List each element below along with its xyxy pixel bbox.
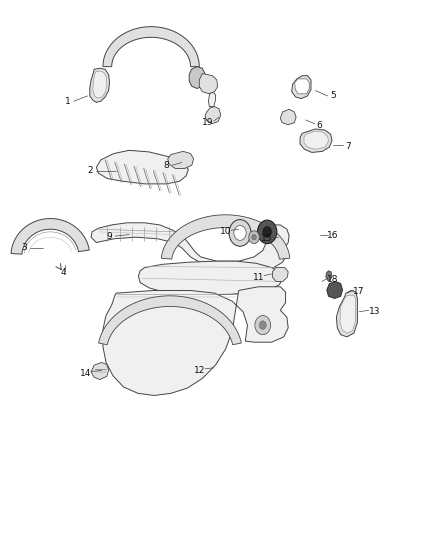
- Polygon shape: [11, 219, 89, 254]
- Text: 3: 3: [21, 244, 27, 252]
- Polygon shape: [326, 271, 332, 280]
- Text: 17: 17: [353, 287, 365, 296]
- Polygon shape: [205, 107, 221, 124]
- Polygon shape: [189, 67, 205, 88]
- Circle shape: [258, 220, 277, 244]
- Circle shape: [263, 227, 272, 237]
- Polygon shape: [208, 93, 215, 107]
- Text: 18: 18: [327, 276, 339, 284]
- Text: 9: 9: [106, 232, 113, 240]
- Polygon shape: [272, 268, 288, 281]
- Polygon shape: [280, 109, 296, 125]
- Polygon shape: [90, 68, 110, 102]
- Polygon shape: [168, 151, 194, 168]
- Text: 2: 2: [87, 166, 92, 175]
- Polygon shape: [103, 287, 288, 395]
- Polygon shape: [103, 27, 199, 67]
- Text: 7: 7: [345, 142, 351, 151]
- Polygon shape: [327, 281, 343, 298]
- Polygon shape: [161, 215, 290, 259]
- Text: 4: 4: [61, 269, 66, 277]
- Polygon shape: [336, 290, 357, 337]
- Polygon shape: [99, 296, 241, 345]
- Text: 5: 5: [330, 92, 336, 100]
- Polygon shape: [199, 74, 218, 94]
- Text: 13: 13: [369, 308, 380, 316]
- Text: 8: 8: [163, 161, 170, 169]
- Text: 16: 16: [327, 231, 339, 240]
- Text: 6: 6: [317, 121, 323, 130]
- Circle shape: [252, 235, 256, 240]
- Circle shape: [229, 220, 251, 246]
- Polygon shape: [91, 362, 109, 379]
- Polygon shape: [340, 295, 356, 333]
- Polygon shape: [96, 150, 188, 184]
- Text: 11: 11: [253, 273, 264, 281]
- Polygon shape: [304, 131, 328, 149]
- Polygon shape: [138, 261, 283, 295]
- Circle shape: [259, 321, 266, 329]
- Polygon shape: [93, 71, 107, 98]
- Circle shape: [234, 225, 246, 240]
- Polygon shape: [292, 76, 311, 99]
- Circle shape: [255, 316, 271, 335]
- Text: 1: 1: [65, 97, 71, 106]
- Polygon shape: [300, 129, 332, 152]
- Text: 12: 12: [194, 366, 205, 375]
- Text: 15: 15: [261, 234, 273, 243]
- Polygon shape: [91, 223, 289, 271]
- Circle shape: [249, 231, 259, 244]
- Polygon shape: [295, 79, 309, 94]
- Text: 19: 19: [202, 118, 214, 127]
- Text: 10: 10: [220, 228, 231, 236]
- Text: 14: 14: [80, 369, 91, 377]
